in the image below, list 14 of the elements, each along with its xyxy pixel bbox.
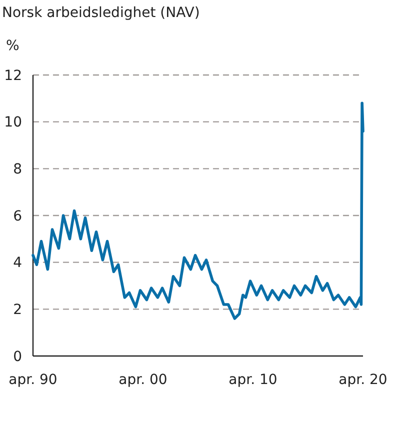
x-tick-label: apr. 20 (338, 372, 388, 388)
chart-title: Norsk arbeidsledighet (NAV) (2, 5, 200, 21)
x-tick-label: apr. 10 (228, 372, 278, 388)
x-tick-label: apr. 90 (8, 372, 58, 388)
y-tick-label: 8 (13, 162, 22, 178)
y-tick-label: 0 (13, 348, 22, 365)
line-series (32, 102, 364, 320)
x-tick-label: apr. 00 (118, 372, 168, 388)
y-tick-label: 6 (13, 208, 22, 224)
y-tick-label: 2 (13, 302, 22, 318)
y-tick-label: 4 (13, 255, 22, 272)
y-axis-title: % (6, 38, 20, 54)
y-tick-label: 10 (4, 114, 22, 131)
y-tick-label: 12 (4, 68, 22, 84)
